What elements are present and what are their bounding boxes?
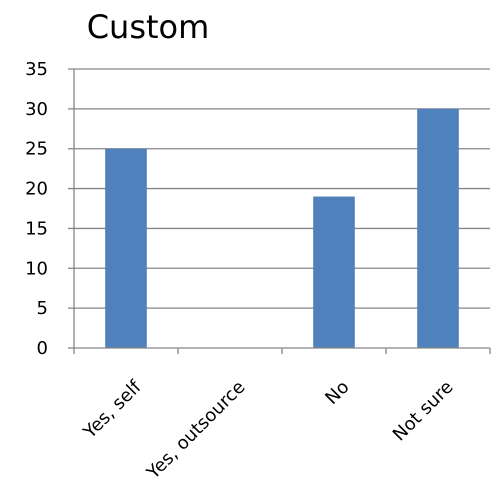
- bars: [105, 108, 459, 348]
- bar-not-sure: [417, 108, 459, 348]
- x-category-label: No: [321, 377, 353, 409]
- y-tick-label: 0: [37, 338, 48, 359]
- x-category-label: Not sure: [389, 377, 458, 446]
- y-tick-label: 30: [25, 99, 48, 120]
- bar-no: [313, 196, 355, 348]
- axes: [73, 69, 491, 354]
- chart-title: Custom: [87, 8, 210, 46]
- y-tick-label: 25: [25, 139, 48, 160]
- y-tick-label: 10: [25, 258, 48, 279]
- bar-yes-self: [105, 148, 147, 348]
- x-category-label: Yes, outsource: [142, 377, 249, 484]
- x-category-label: Yes, self: [79, 376, 146, 443]
- y-tick-label: 15: [25, 218, 48, 239]
- y-tick-labels: 0 5 10 15 20 25 30 35: [25, 59, 48, 359]
- y-tick-label: 20: [25, 179, 48, 200]
- y-tick-label: 35: [25, 59, 48, 80]
- y-tick-label: 5: [37, 298, 48, 319]
